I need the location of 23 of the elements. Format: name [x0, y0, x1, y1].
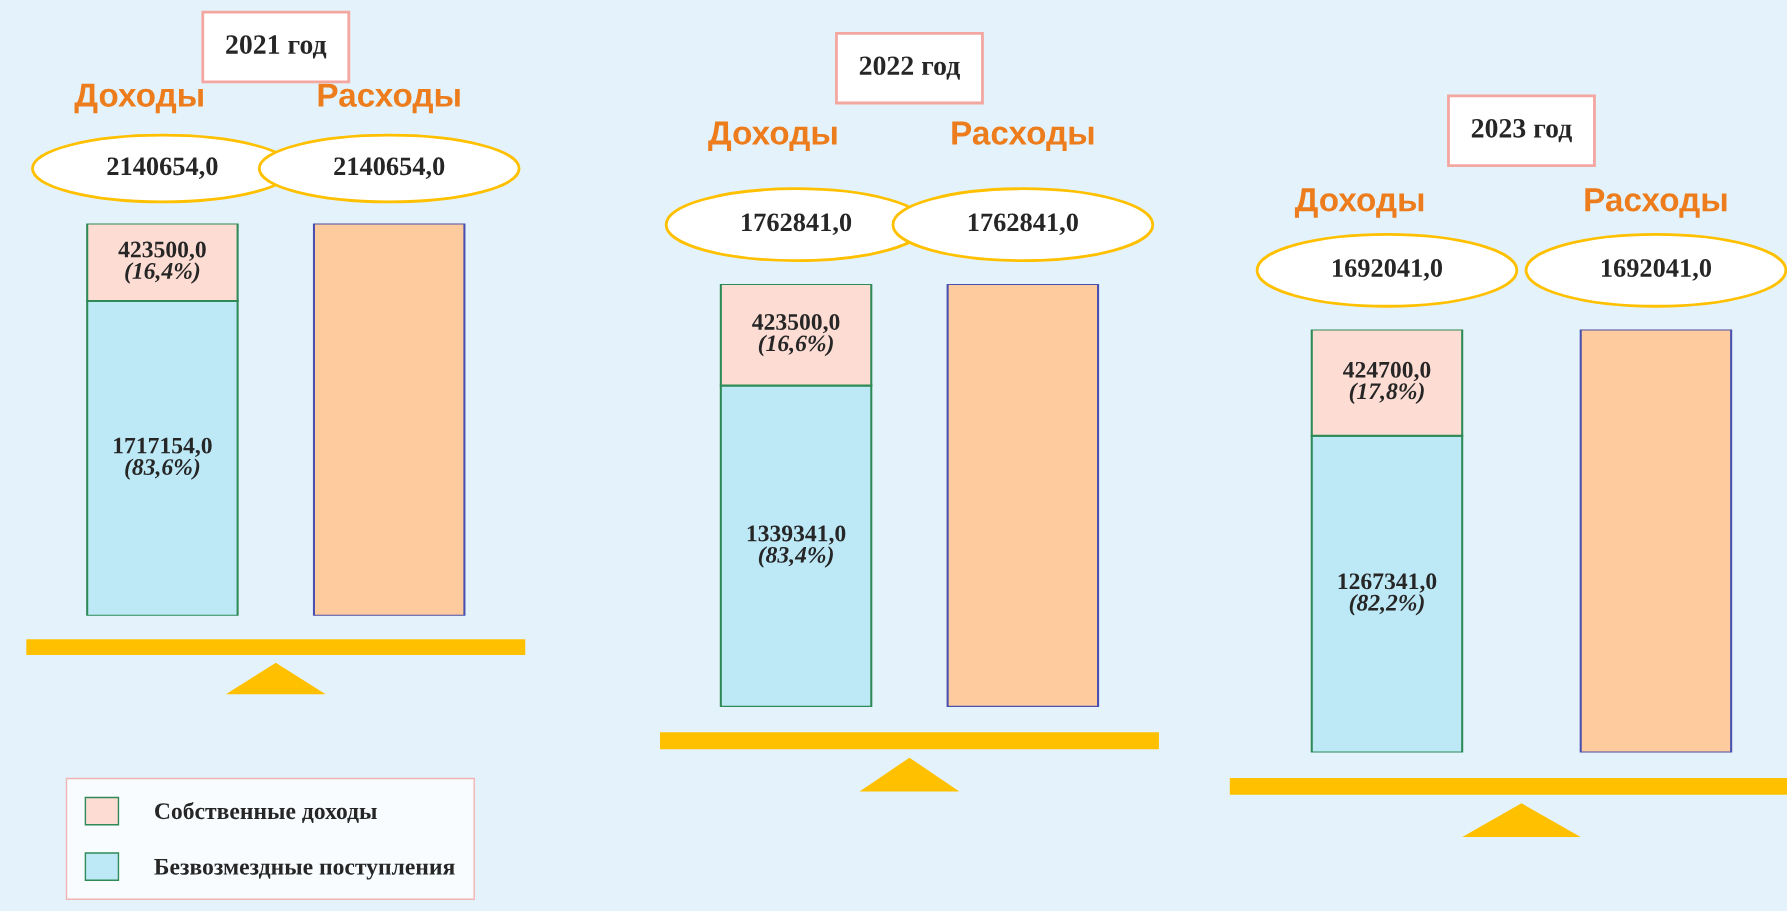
data-label: 1717154,0 (83,6%)	[114, 437, 212, 480]
data-label: 1267341,0 (82,2%)	[1338, 573, 1437, 616]
total-label: 1762841,0	[742, 213, 852, 236]
total-label: 2140654,0	[334, 157, 445, 179]
chart-title: 2023 год	[1471, 118, 1572, 143]
total-label: 1692041,0	[1333, 259, 1443, 281]
data-label: 423500,0 (16,6%)	[752, 313, 840, 357]
legend-label: Собственные доходы	[155, 802, 377, 824]
x-tick-label: Расходы	[1585, 188, 1727, 218]
total-label: 2140654,0	[107, 157, 218, 179]
total-label: 1762841,0	[968, 213, 1078, 236]
chart-title: 2022 год	[859, 56, 960, 80]
data-label: 424700,0 (17,8%)	[1343, 361, 1431, 405]
x-tick-label: Доходы	[708, 121, 837, 152]
legend-label: Безвозмездные поступления	[154, 859, 455, 880]
x-tick-label: Доходы	[74, 83, 203, 114]
x-tick-label: Расходы	[952, 121, 1094, 152]
x-tick-label: Доходы	[1294, 188, 1424, 218]
data-label: 423500,0 (16,4%)	[118, 241, 206, 284]
total-label: 1692041,0	[1601, 259, 1712, 281]
data-label: 1339341,0 (83,4%)	[747, 525, 846, 568]
x-tick-label: Расходы	[318, 83, 460, 114]
chart-title: 2021 год	[226, 35, 327, 59]
